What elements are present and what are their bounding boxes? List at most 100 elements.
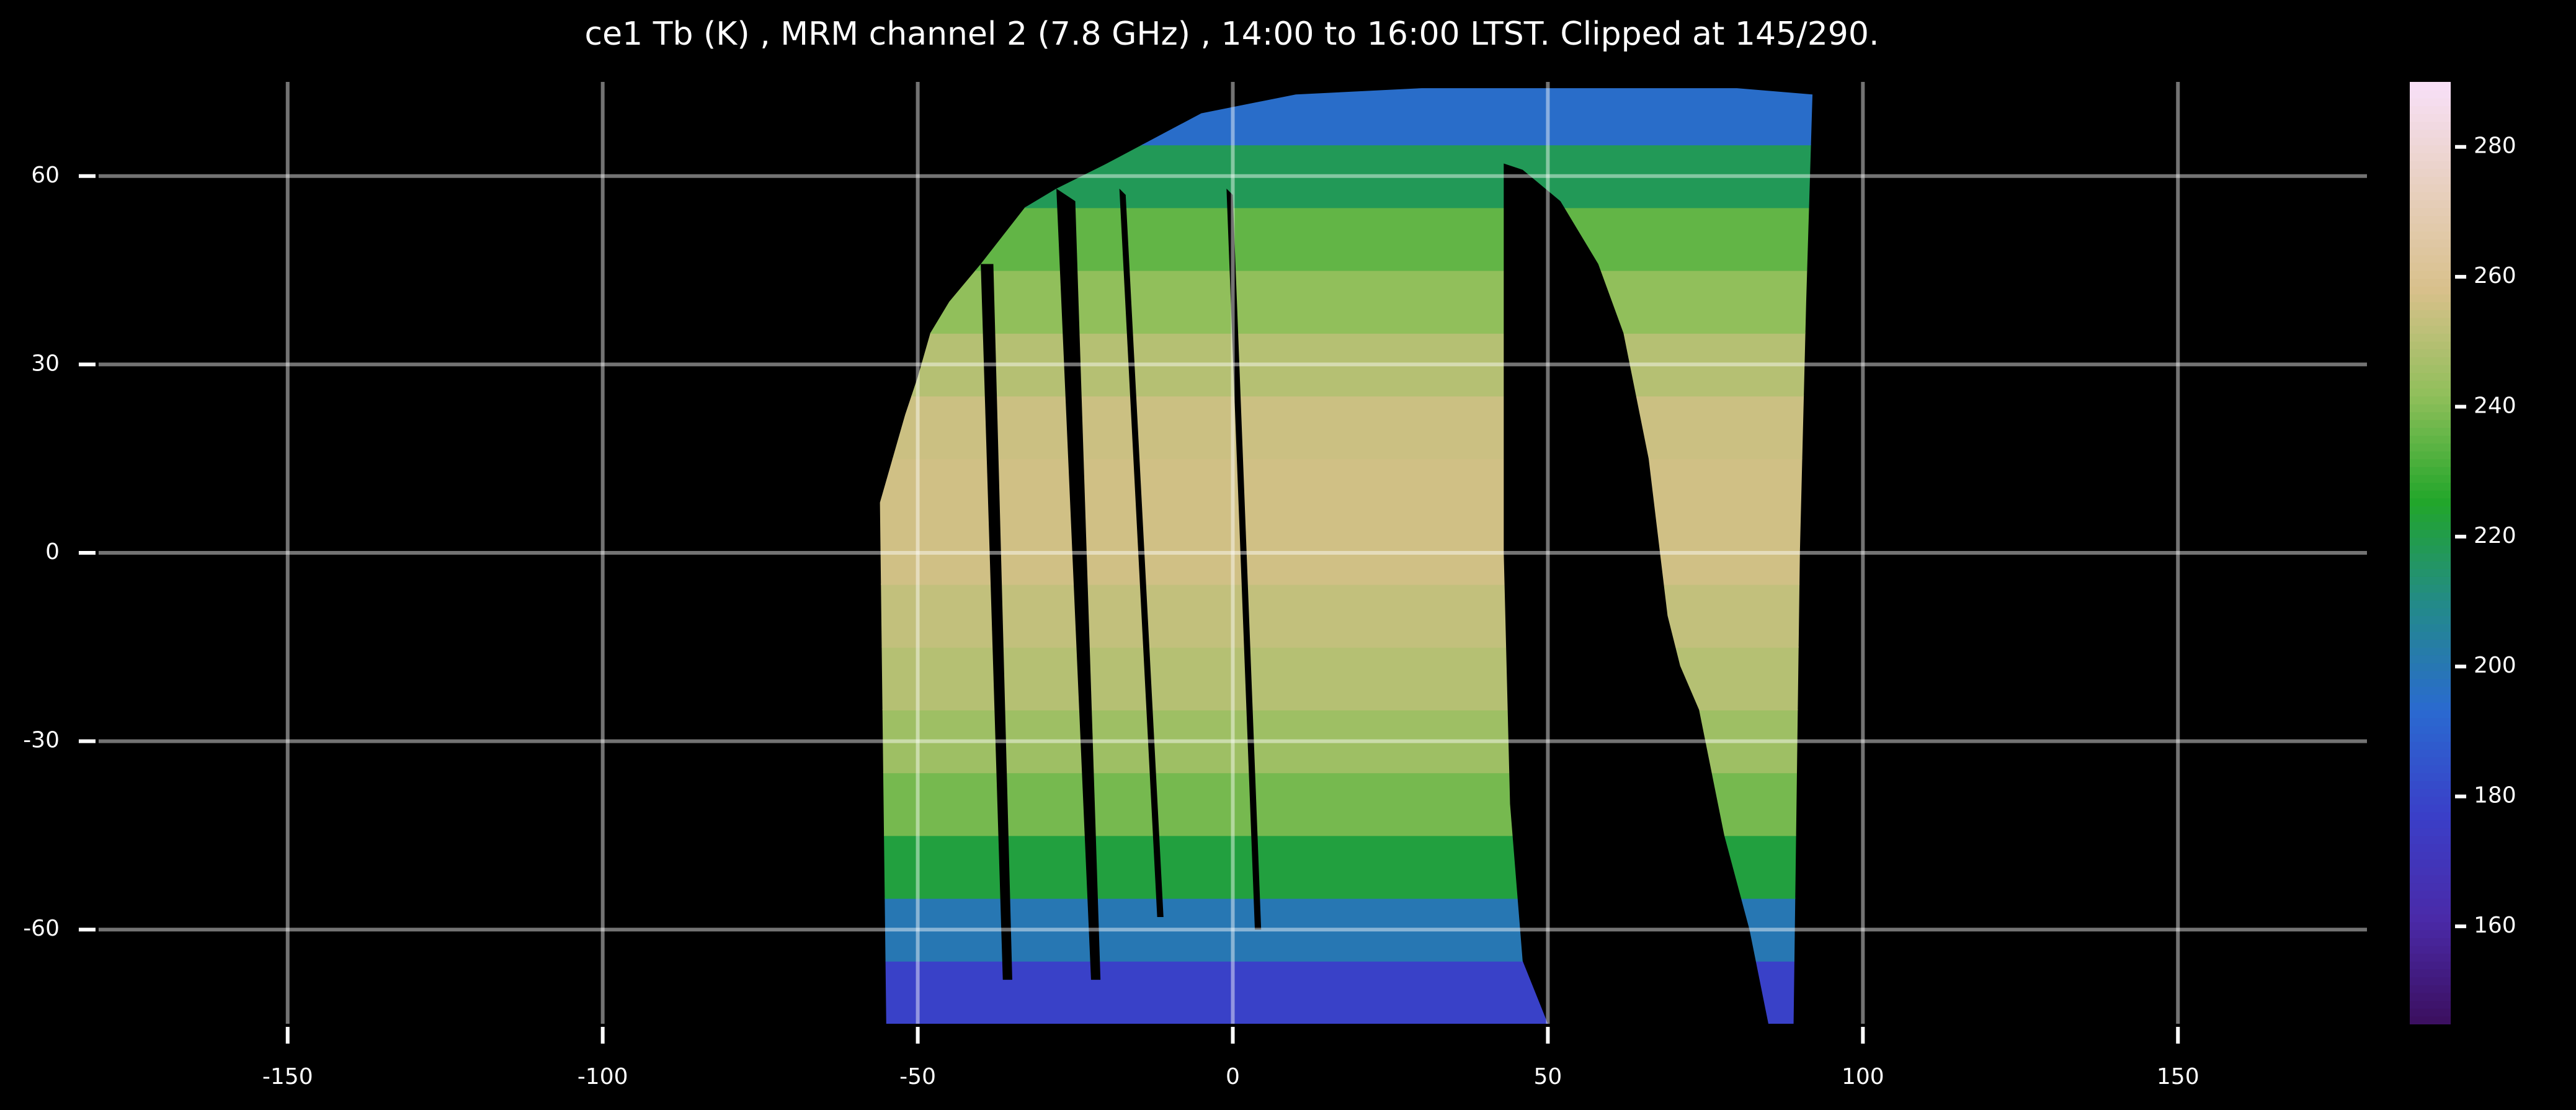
colorbar-segment [2410,97,2451,106]
colorbar-segment [2410,537,2451,546]
colorbar-segment [2410,254,2451,263]
colorbar-segment [2410,749,2451,758]
colorbar-segment [2410,341,2451,350]
colorbar-segment [2410,788,2451,797]
colorbar-segment [2410,937,2451,946]
colorbar-segment [2410,89,2451,99]
colorbar-segment [2410,631,2451,640]
x-tick-label: -150 [262,1064,313,1090]
colorbar-segment [2410,207,2451,217]
colorbar-tick-label: 280 [2474,133,2516,159]
colorbar-segment [2410,772,2451,781]
colorbar-segment [2410,803,2451,813]
colorbar-segment [2410,827,2451,836]
colorbar-segment [2410,285,2451,295]
colorbar-segment [2410,702,2451,710]
x-tick-label: 100 [1842,1064,1884,1090]
colorbar-segment [2410,1000,2451,1009]
colorbar-tick-label: 260 [2474,263,2516,289]
y-tick-label: 0 [45,539,60,565]
colorbar-segment [2410,929,2451,938]
x-tick-label: -100 [577,1064,628,1090]
colorbar-segment [2410,333,2451,342]
colorbar-segment [2410,513,2451,522]
heatmap-band [880,332,1813,396]
colorbar-segment [2410,529,2451,538]
colorbar-segment [2410,882,2451,891]
colorbar-segment [2410,113,2451,122]
colorbar-segment [2410,764,2451,774]
colorbar-segment [2410,192,2451,200]
colorbar-segment [2410,442,2451,452]
x-tick-label: -50 [899,1064,936,1090]
axes: -60 -30 0 30 60 -150 -100 -50 0 50 100 150 160 180 200… [23,82,2516,1090]
colorbar-segment [2410,592,2451,601]
y-tick-label: -60 [23,916,60,941]
colorbar-segment [2410,835,2451,844]
colorbar-segment [2410,796,2451,805]
colorbar-segment [2410,160,2451,169]
colorbar-segment [2410,380,2451,389]
colorbar-segment [2410,199,2451,208]
colorbar-segment [2410,874,2451,884]
colorbar-segment [2410,639,2451,648]
colorbar-segment [2410,921,2451,931]
colorbar-tick-label: 160 [2474,913,2516,938]
colorbar-segment [2410,812,2451,821]
heatmap-band [880,395,1813,460]
colorbar-segment [2410,655,2451,664]
colorbar-segment [2410,215,2451,224]
data-gap [1226,189,1262,930]
heatmap-band [880,458,1813,522]
colorbar-segment [2410,969,2451,978]
chart-title: ce1 Tb (K) , MRM channel 2 (7.8 GHz) , 1… [585,16,1879,53]
colorbar-segment [2410,498,2451,507]
colorbar-segment [2410,223,2451,232]
colorbar-tick-label: 240 [2474,393,2516,418]
y-tick-label: 60 [31,163,60,188]
colorbar-segment [2410,686,2451,695]
colorbar-segment [2410,913,2451,923]
colorbar-segment [2410,145,2451,153]
colorbar-segment [2410,553,2451,562]
colorbar-segment [2410,419,2451,428]
colorbar-segment [2410,867,2451,875]
colorbar-segment [2410,733,2451,742]
colorbar-segment [2410,945,2451,954]
colorbar-segment [2410,859,2451,867]
y-tick-label: 30 [31,351,60,376]
colorbar-segment [2410,246,2451,256]
colorbar-segment [2410,278,2451,287]
colorbar-segment [2410,168,2451,177]
colorbar-segment [2410,121,2451,130]
colorbar-segment [2410,992,2451,1001]
x-tick-label: 150 [2157,1064,2199,1090]
colorbar-segment [2410,717,2451,727]
colorbar-segment [2410,960,2451,970]
data-gap [1056,189,1101,980]
colorbar-segment [2410,584,2451,593]
heatmap-band [880,269,1813,334]
colorbar-segment [2410,1016,2451,1024]
colorbar-segment [2410,521,2451,530]
colorbar-segment [2410,317,2451,326]
colorbar-segment [2410,599,2451,609]
colorbar-segment [2410,466,2451,475]
colorbar-segment [2410,293,2451,303]
colorbar-segment [2410,647,2451,656]
colorbar-segment [2410,560,2451,570]
colorbar-segment [2410,309,2451,318]
colorbar-segment [2410,82,2451,91]
colorbar-segment [2410,851,2451,860]
colorbar-segment [2410,176,2451,185]
colorbar-segment [2410,725,2451,734]
colorbar-segment [2410,1008,2451,1017]
colorbar-segment [2410,820,2451,828]
colorbar-segment [2410,128,2451,138]
colorbar-segment [2410,356,2451,365]
colorbar-segment [2410,663,2451,671]
colorbar-segment [2410,568,2451,577]
colorbar-segment [2410,137,2451,146]
colorbar-segment [2410,239,2451,248]
